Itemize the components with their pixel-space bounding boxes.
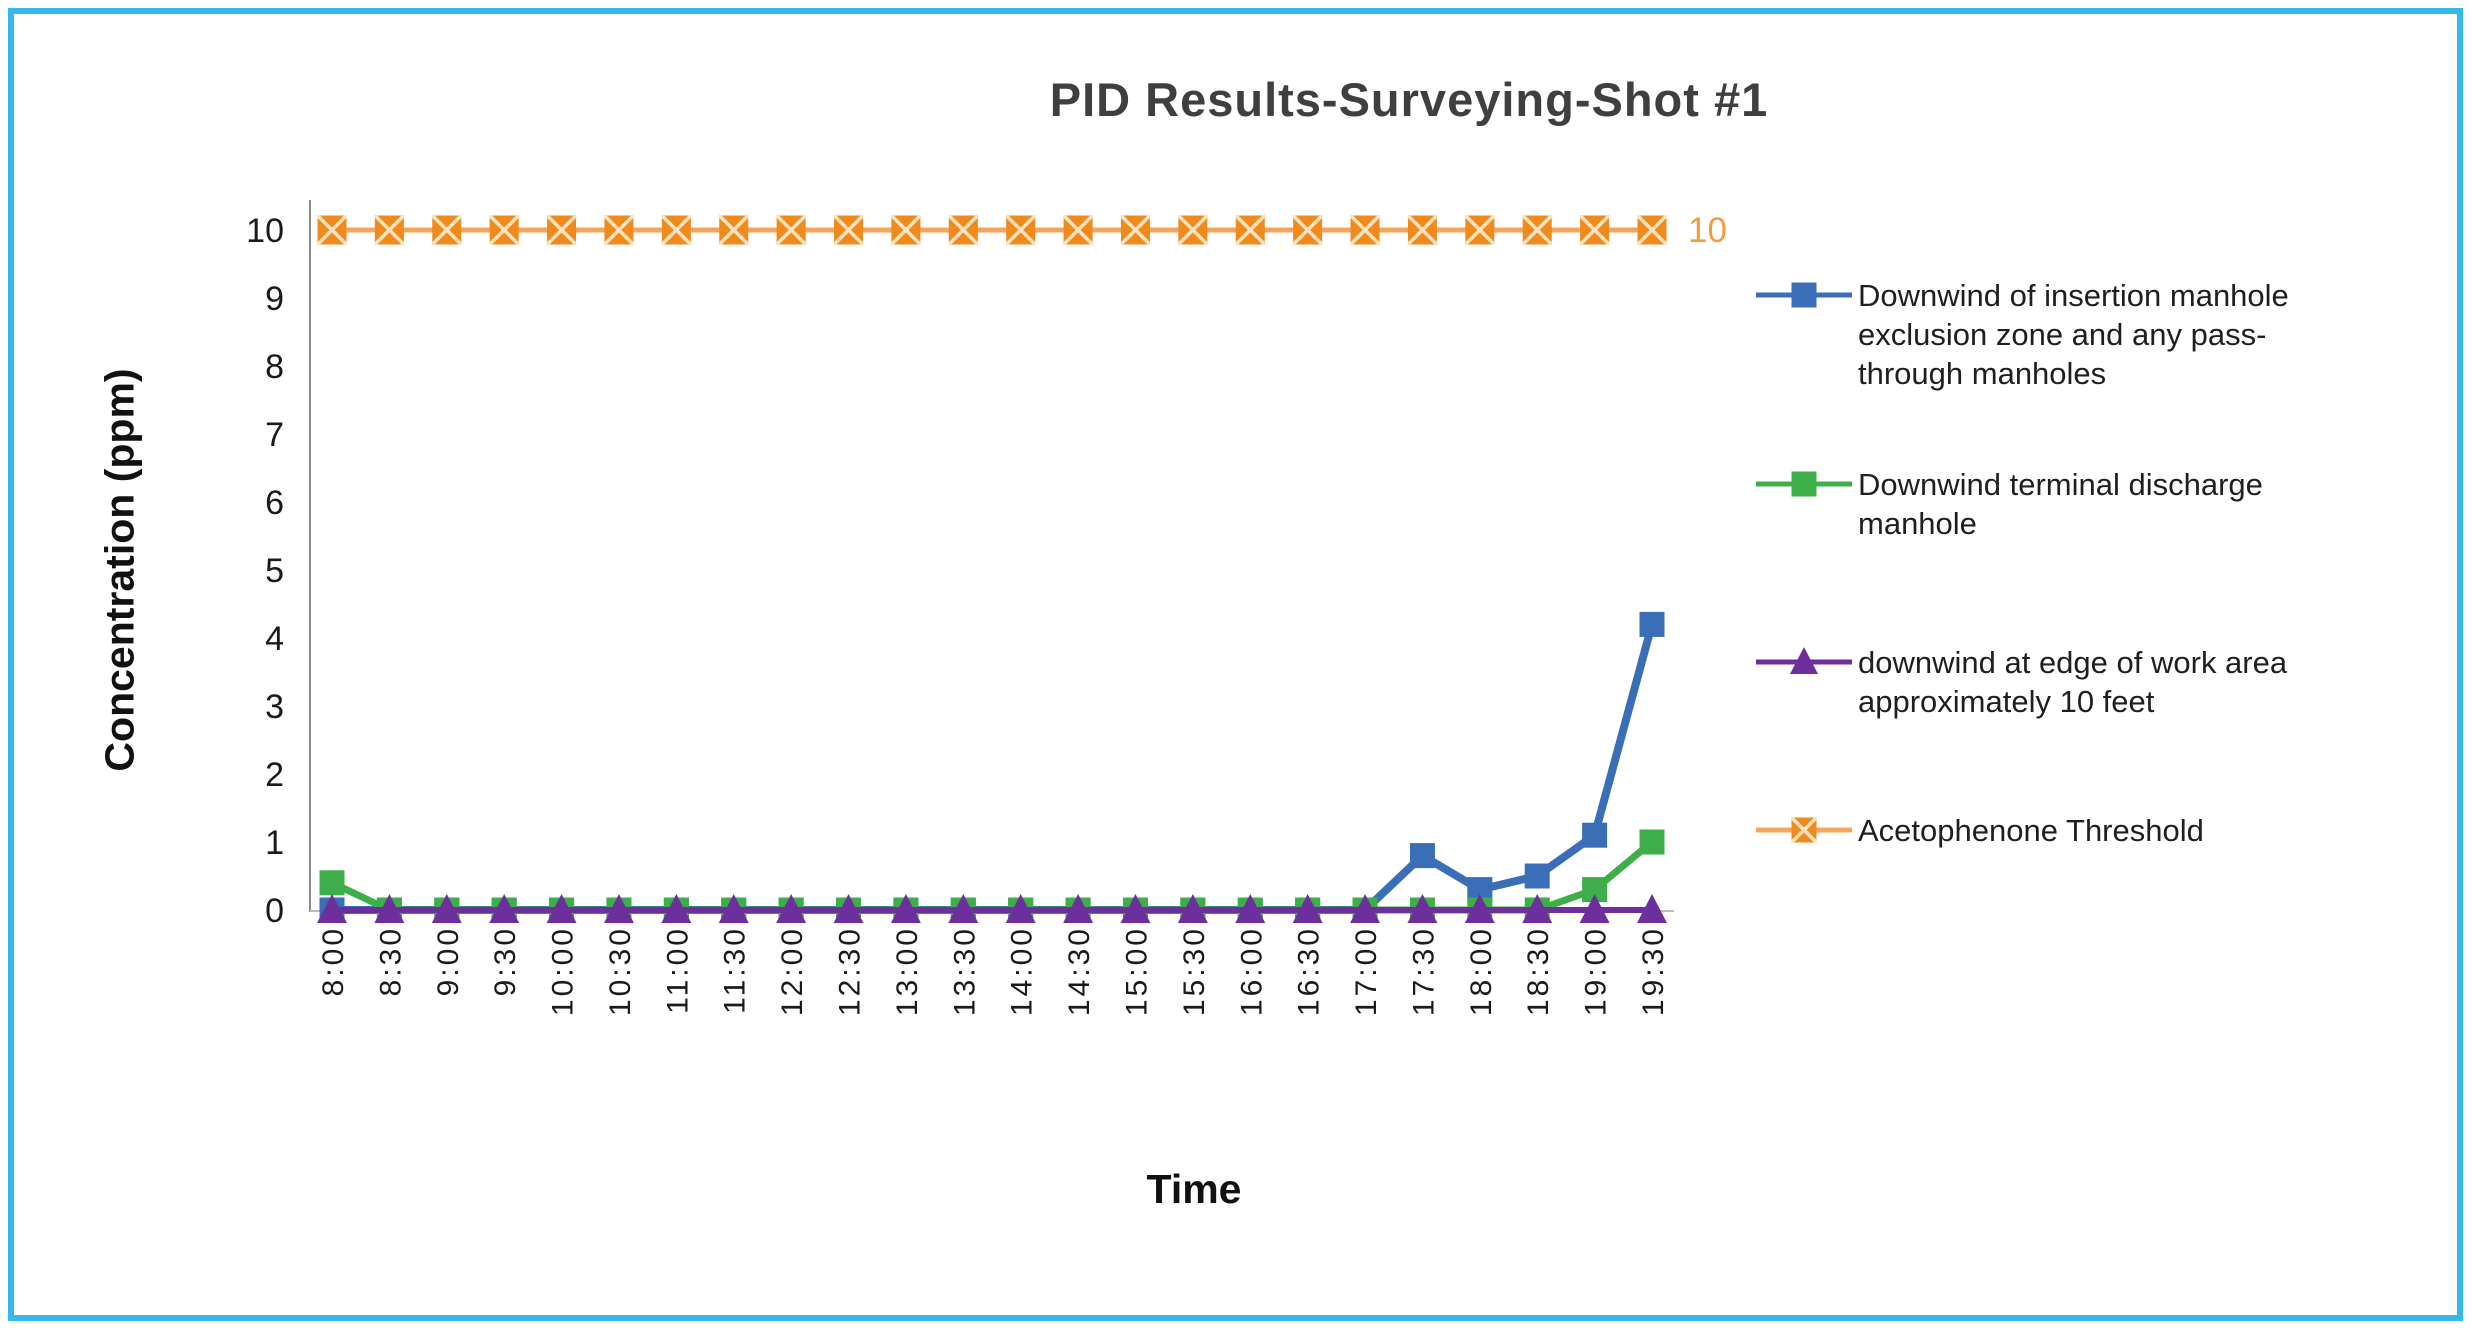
svg-text:9: 9 (265, 280, 284, 318)
svg-text:8: 8 (265, 348, 284, 386)
chart-frame: PID Results-Surveying-Shot #1 Concentrat… (8, 8, 2463, 1321)
plot-area: 0 1 2 3 4 5 6 7 8 9 10 8:00 8:30 9:00 9:30 10:00 10:30 11… (246, 200, 1727, 1016)
legend-entry-downwind-edge-work-area: downwind at edge of work area approximat… (1754, 643, 2354, 721)
svg-text:12:00: 12:00 (776, 926, 809, 1016)
legend-entry-downwind-terminal-discharge: Downwind terminal discharge manhole (1754, 465, 2354, 543)
legend: Downwind of insertion manhole exclusion … (1754, 276, 2354, 850)
svg-text:0: 0 (265, 892, 284, 930)
svg-text:8:30: 8:30 (374, 926, 407, 996)
chart-title: PID Results-Surveying-Shot #1 (1049, 73, 1769, 126)
svg-text:14:00: 14:00 (1006, 926, 1039, 1016)
svg-text:18:30: 18:30 (1522, 926, 1555, 1016)
svg-text:13:00: 13:00 (891, 926, 924, 1016)
svg-text:18:00: 18:00 (1465, 926, 1498, 1016)
svg-text:11:30: 11:30 (719, 926, 752, 1014)
svg-text:8:00: 8:00 (317, 926, 350, 996)
svg-text:3: 3 (265, 688, 284, 726)
legend-label: Downwind terminal discharge manhole (1858, 467, 2263, 541)
svg-text:10:00: 10:00 (547, 926, 580, 1016)
svg-text:13:30: 13:30 (948, 926, 981, 1016)
svg-text:12:30: 12:30 (834, 926, 867, 1016)
svg-text:10: 10 (246, 212, 284, 250)
svg-text:7: 7 (265, 416, 284, 454)
svg-text:15:30: 15:30 (1178, 926, 1211, 1016)
svg-text:19:30: 19:30 (1637, 926, 1670, 1016)
purple-triangle-marker-icon (1756, 647, 1852, 674)
blue-square-marker-icon (1756, 282, 1852, 308)
svg-text:5: 5 (265, 552, 284, 590)
green-square-marker-icon (1756, 471, 1852, 497)
svg-text:14:30: 14:30 (1063, 926, 1096, 1016)
legend-label: Acetophenone Threshold (1858, 813, 2204, 848)
svg-text:1: 1 (265, 824, 284, 862)
svg-text:16:00: 16:00 (1235, 926, 1268, 1016)
legend-label: Downwind of insertion manhole exclusion … (1858, 278, 2289, 391)
svg-text:19:00: 19:00 (1580, 926, 1613, 1016)
svg-text:11:00: 11:00 (661, 926, 694, 1014)
svg-text:17:00: 17:00 (1350, 926, 1383, 1016)
legend-label: downwind at edge of work area approximat… (1858, 645, 2288, 719)
orange-square-x-marker-icon (1756, 816, 1852, 844)
x-axis-title: Time (1146, 1166, 1242, 1212)
svg-text:10: 10 (1688, 211, 1727, 250)
svg-text:2: 2 (265, 756, 284, 794)
svg-text:9:30: 9:30 (489, 926, 522, 996)
legend-entry-acetophenone-threshold: Acetophenone Threshold (1754, 811, 2354, 850)
svg-text:4: 4 (265, 620, 284, 658)
svg-text:15:00: 15:00 (1120, 926, 1153, 1016)
svg-text:6: 6 (265, 484, 284, 522)
svg-text:10:30: 10:30 (604, 926, 637, 1016)
legend-entry-downwind-insertion-manhole: Downwind of insertion manhole exclusion … (1754, 276, 2354, 393)
svg-text:16:30: 16:30 (1293, 926, 1326, 1016)
svg-text:17:30: 17:30 (1407, 926, 1440, 1016)
svg-text:9:00: 9:00 (432, 926, 465, 996)
